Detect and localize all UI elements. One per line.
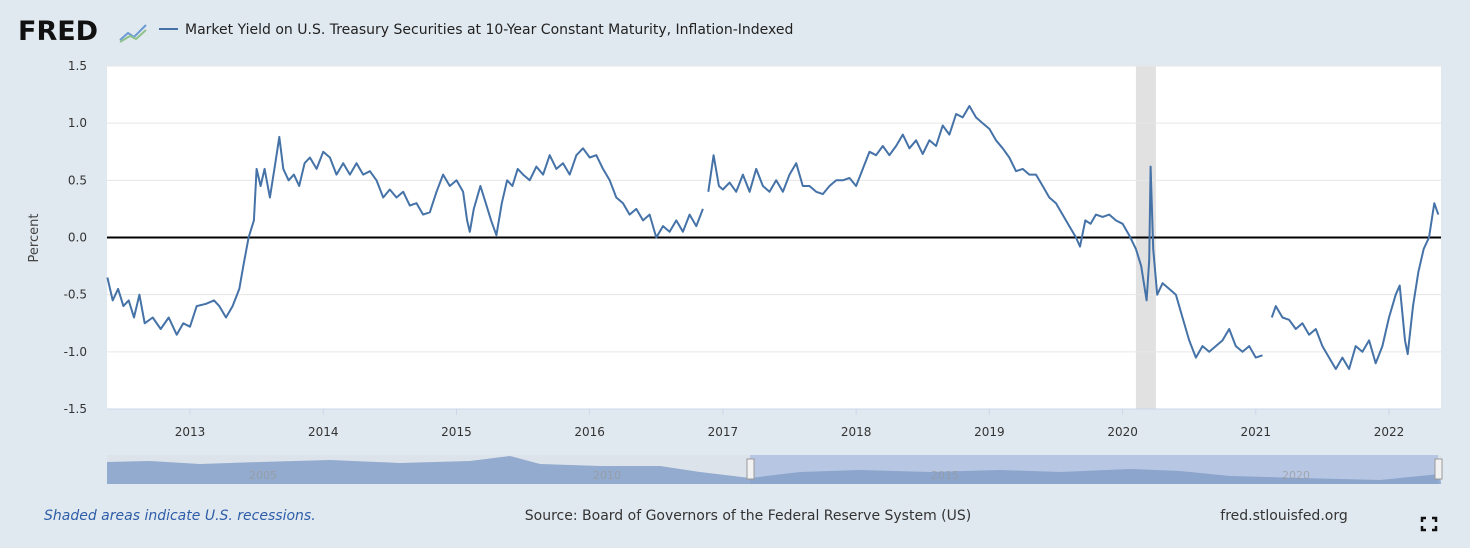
- x-tick-label: 2015: [441, 425, 472, 439]
- navigator-label: 2010: [593, 469, 621, 482]
- navigator-label: 2015: [931, 469, 959, 482]
- recession-note[interactable]: Shaded areas indicate U.S. recessions.: [44, 508, 316, 524]
- navigator-label: 2005: [249, 469, 277, 482]
- fullscreen-icon[interactable]: [1420, 516, 1438, 532]
- site[interactable]: fred.stlouisfed.org: [1220, 508, 1347, 524]
- navigator-label: 2020: [1282, 469, 1310, 482]
- x-tick-label: 2017: [708, 425, 739, 439]
- navigator-handle[interactable]: [746, 458, 755, 480]
- x-tick-label: 2016: [574, 425, 605, 439]
- x-tick-label: 2020: [1107, 425, 1138, 439]
- y-tick-label: 0.0: [68, 231, 87, 245]
- x-tick-label: 2014: [308, 425, 339, 439]
- y-tick-label: -1.0: [64, 345, 87, 359]
- logo-icon: [119, 24, 147, 41]
- y-tick-label: -0.5: [64, 288, 87, 302]
- y-tick-label: -1.5: [64, 402, 87, 416]
- navigator-labels: 2005 2010 2015 2020: [249, 469, 1310, 482]
- x-tick-label: 2013: [175, 425, 206, 439]
- y-tick-label: 0.5: [68, 173, 87, 187]
- plot: 1.5 1.0 0.5 0.0 -0.5 -1.0 -1.5 2013 2014 2015 2016…: [64, 59, 1441, 439]
- x-tick-label: 2021: [1241, 425, 1272, 439]
- y-tick-label: 1.0: [68, 116, 87, 130]
- x-tick-label: 2019: [974, 425, 1005, 439]
- x-tick-label: 2018: [841, 425, 872, 439]
- y-tick-label: 1.5: [68, 59, 87, 73]
- series-line: [106, 105, 1440, 370]
- legend-label[interactable]: Market Yield on U.S. Treasury Securities…: [185, 22, 793, 38]
- logo: FRED: [18, 16, 98, 47]
- logo-icon: [119, 29, 147, 43]
- y-axis-label: Percent: [27, 214, 42, 263]
- navigator-series: [107, 456, 1441, 484]
- x-tick-label: 2022: [1374, 425, 1405, 439]
- source: Source: Board of Governors of the Federa…: [525, 508, 971, 524]
- navigator-handle[interactable]: [1434, 458, 1443, 480]
